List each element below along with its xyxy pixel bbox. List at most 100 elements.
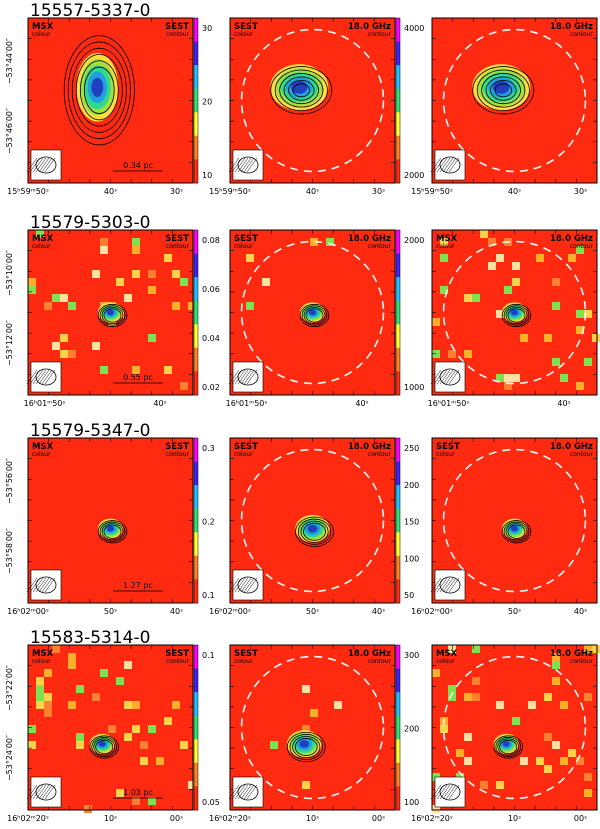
- ra-label: 00ˢ: [372, 814, 385, 823]
- noise-pixel: [560, 374, 568, 382]
- ra-label: 50ˢ: [306, 607, 319, 616]
- colorbar-label: 0.3: [202, 444, 215, 453]
- beam-hatch: [439, 784, 451, 800]
- contour-line: [75, 54, 123, 127]
- noise-pixel: [100, 669, 108, 677]
- panel-left-sublabel: colour: [234, 658, 253, 665]
- contour-line: [481, 73, 526, 108]
- noise-pixel: [544, 733, 552, 741]
- beam-hatch: [228, 577, 240, 593]
- contour-line: [503, 305, 530, 326]
- colorbar-segment: [194, 461, 198, 486]
- noise-pixel: [164, 366, 172, 374]
- contour-line: [507, 524, 526, 539]
- beam-hatch: [26, 784, 38, 800]
- colorbar-segment: [396, 438, 400, 463]
- colorbar-segment: [194, 579, 198, 604]
- beam-hatch: [228, 369, 240, 385]
- beam-hatch: [442, 784, 454, 800]
- noise-pixel: [464, 757, 472, 765]
- panel-right-sublabel: contour: [570, 658, 594, 665]
- noise-pixel: [448, 693, 456, 701]
- beam-hatch: [41, 577, 53, 593]
- noise-pixel: [36, 230, 44, 238]
- panel-left-sublabel: colour: [234, 31, 253, 38]
- beam-hatch: [240, 577, 252, 593]
- ra-label: 16ʰ02ᵐ00ˢ: [7, 607, 49, 616]
- colorbar-label: 4000: [404, 24, 424, 33]
- noise-pixel: [552, 302, 560, 310]
- contour-line: [499, 739, 518, 755]
- dec-label: −53°24′00″: [5, 735, 14, 781]
- beam-hatch: [442, 157, 454, 173]
- colorbar-label: 200: [404, 481, 419, 490]
- beam-hatch: [439, 369, 451, 385]
- beam-hatch: [231, 784, 243, 800]
- noise-pixel: [472, 677, 480, 685]
- contour-line: [67, 41, 131, 140]
- noise-pixel: [472, 645, 480, 653]
- beam-hatch: [32, 369, 44, 385]
- beam-hatch: [448, 577, 460, 593]
- beam-hatch: [41, 157, 53, 173]
- noise-pixel: [124, 661, 132, 669]
- beam-hatch: [430, 157, 442, 173]
- emission-blob: [106, 309, 115, 316]
- beam-hatch: [38, 577, 50, 593]
- beam-hatch: [448, 157, 460, 173]
- scale-bar-label: 0.55 pc: [123, 373, 153, 382]
- beam-hatch: [44, 784, 56, 800]
- colorbar-segment: [194, 253, 198, 278]
- noise-pixel: [584, 645, 592, 653]
- contour-line: [303, 306, 326, 325]
- noise-pixel: [504, 374, 512, 382]
- emission-blob: [98, 741, 106, 747]
- panel-right-sublabel: contour: [368, 658, 392, 665]
- panel-left-sublabel: colour: [32, 243, 51, 250]
- noise-pixel: [148, 334, 156, 342]
- noise-pixel: [124, 294, 132, 302]
- panel-right-sublabel: contour: [368, 243, 392, 250]
- beam-hatch: [439, 157, 451, 173]
- noise-pixel: [270, 741, 278, 749]
- contour-line: [503, 521, 530, 542]
- ra-label: 00ˢ: [574, 814, 587, 823]
- noise-pixel: [116, 789, 124, 797]
- colorbar-segment: [396, 253, 400, 278]
- colorbar-label: 150: [404, 518, 419, 527]
- noise-pixel: [116, 677, 124, 685]
- noise-pixel: [326, 238, 334, 246]
- contour-line: [99, 305, 126, 326]
- primary-beam-circle: [442, 655, 587, 800]
- contour-line: [505, 306, 528, 325]
- contour-line: [101, 523, 124, 541]
- colorbar-segment: [396, 762, 400, 787]
- beam-hatch: [433, 157, 445, 173]
- noise-pixel: [536, 757, 544, 765]
- contour-line: [97, 303, 128, 328]
- contour-line: [292, 83, 311, 98]
- ra-label: 16ʰ02ᵐ00ˢ: [411, 607, 453, 616]
- beam-hatch: [26, 157, 38, 173]
- colorbar-segment: [194, 508, 198, 533]
- beam-hatch: [430, 784, 442, 800]
- colorbar-frame: [193, 17, 199, 184]
- noise-pixel: [464, 294, 472, 302]
- noise-pixel: [480, 230, 488, 238]
- colorbar-frame: [395, 229, 401, 396]
- colorbar-label: 0.1: [202, 651, 215, 660]
- colorbar-label: 0.05: [202, 798, 220, 807]
- contour-line: [292, 735, 321, 759]
- noise-pixel: [44, 701, 52, 709]
- noise-pixel: [448, 350, 456, 358]
- noise-pixel: [76, 741, 84, 749]
- colorbar-segment: [194, 438, 198, 463]
- noise-pixel: [172, 270, 180, 278]
- noise-pixel: [576, 246, 584, 254]
- panel-left-label: SEST: [436, 442, 460, 452]
- noise-pixel: [448, 685, 456, 693]
- noise-pixel: [584, 789, 592, 797]
- contour-line: [301, 305, 328, 326]
